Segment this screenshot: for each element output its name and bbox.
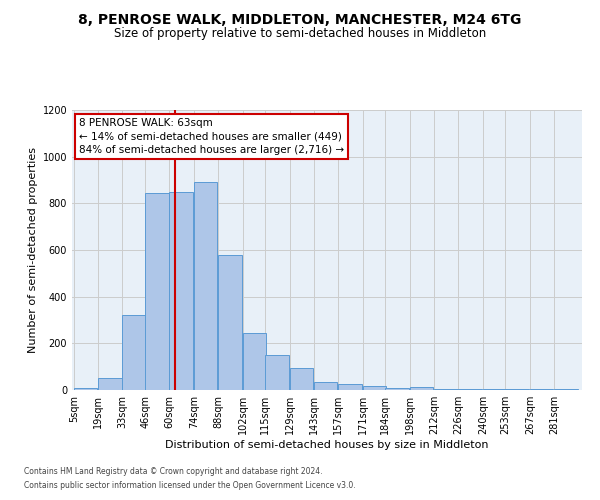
Bar: [265, 355, 289, 390]
Bar: [242, 333, 266, 390]
Bar: [290, 368, 313, 390]
Bar: [410, 387, 433, 390]
Bar: [74, 388, 97, 390]
Bar: [218, 254, 242, 390]
Bar: [483, 389, 506, 390]
Bar: [530, 389, 553, 390]
Bar: [554, 389, 578, 390]
Bar: [145, 193, 169, 390]
Text: 8 PENROSE WALK: 63sqm
← 14% of semi-detached houses are smaller (449)
84% of sem: 8 PENROSE WALK: 63sqm ← 14% of semi-deta…: [79, 118, 344, 154]
Bar: [338, 384, 362, 390]
Bar: [362, 386, 386, 390]
Text: Contains HM Land Registry data © Crown copyright and database right 2024.: Contains HM Land Registry data © Crown c…: [24, 467, 323, 476]
Bar: [98, 378, 122, 390]
Bar: [122, 316, 146, 390]
Y-axis label: Number of semi-detached properties: Number of semi-detached properties: [28, 147, 38, 353]
Bar: [505, 389, 529, 390]
Text: 8, PENROSE WALK, MIDDLETON, MANCHESTER, M24 6TG: 8, PENROSE WALK, MIDDLETON, MANCHESTER, …: [79, 12, 521, 26]
Bar: [194, 182, 217, 390]
Text: Size of property relative to semi-detached houses in Middleton: Size of property relative to semi-detach…: [114, 28, 486, 40]
Bar: [385, 388, 409, 390]
Bar: [314, 382, 337, 390]
Bar: [169, 192, 193, 390]
X-axis label: Distribution of semi-detached houses by size in Middleton: Distribution of semi-detached houses by …: [165, 440, 489, 450]
Bar: [434, 389, 458, 390]
Text: Contains public sector information licensed under the Open Government Licence v3: Contains public sector information licen…: [24, 481, 356, 490]
Bar: [458, 389, 482, 390]
